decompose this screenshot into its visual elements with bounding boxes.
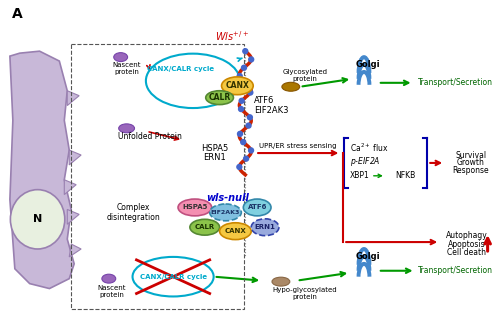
Text: EIF2AK3: EIF2AK3 [254,106,288,115]
Text: $p$-EIF2A: $p$-EIF2A [350,155,380,169]
Text: XBP1: XBP1 [350,171,370,180]
Circle shape [248,115,252,120]
Text: N: N [33,214,42,224]
Text: EIF2AK3: EIF2AK3 [211,210,240,215]
Text: Glycosylated
protein: Glycosylated protein [282,69,327,83]
Circle shape [246,123,251,128]
Text: Hypo-glycosylated
protein: Hypo-glycosylated protein [272,287,337,300]
Circle shape [237,164,242,169]
Polygon shape [64,180,76,195]
Text: CANX/CALR cycle: CANX/CALR cycle [140,274,206,280]
Text: Transport/Secretion: Transport/Secretion [418,266,492,275]
Circle shape [248,148,254,153]
Ellipse shape [282,82,300,91]
Text: Golgi: Golgi [356,252,380,261]
Text: Autophagy: Autophagy [446,231,488,240]
Ellipse shape [210,204,242,221]
Text: wls-null: wls-null [206,192,249,203]
Text: $Wls^{+/+}$: $Wls^{+/+}$ [216,29,250,43]
Text: CANX: CANX [226,81,250,90]
Text: ATF6: ATF6 [248,204,267,210]
Circle shape [242,65,246,70]
Text: Transport/Secretion: Transport/Secretion [418,78,492,87]
Text: CALR: CALR [194,224,215,230]
Ellipse shape [10,190,65,249]
Circle shape [238,131,242,136]
Polygon shape [69,150,81,165]
Circle shape [248,90,253,95]
Ellipse shape [118,124,134,133]
Ellipse shape [251,219,279,236]
Circle shape [248,57,254,62]
Text: ERN1: ERN1 [254,224,276,230]
Ellipse shape [190,219,220,235]
Circle shape [243,49,248,54]
Circle shape [244,156,248,161]
Text: ATF6: ATF6 [254,96,274,105]
Ellipse shape [178,199,212,216]
Ellipse shape [244,199,271,216]
Circle shape [246,82,250,87]
Text: UPR/ER stress sensing: UPR/ER stress sensing [259,143,336,149]
Circle shape [239,98,244,103]
Text: HSPA5: HSPA5 [201,144,228,152]
Ellipse shape [114,53,128,61]
Ellipse shape [220,223,251,240]
Circle shape [238,106,244,112]
Text: A: A [12,7,23,20]
Text: Complex
disintegration: Complex disintegration [106,203,160,222]
Text: Ca$^{2+}$ flux: Ca$^{2+}$ flux [350,142,389,154]
Polygon shape [10,51,74,289]
Circle shape [240,140,246,145]
Ellipse shape [222,77,253,95]
Text: Growth: Growth [457,158,484,168]
Text: ERN1: ERN1 [204,153,226,163]
Text: Nascent
protein: Nascent protein [112,62,141,76]
Ellipse shape [272,277,290,286]
Text: NFKB: NFKB [396,171,415,180]
Text: Response: Response [452,166,489,175]
Text: HSPA5: HSPA5 [182,204,208,210]
Text: Survival: Survival [455,151,486,159]
Text: CANX/CALR cycle: CANX/CALR cycle [148,66,214,72]
Polygon shape [68,209,79,224]
Text: Apoptosis: Apoptosis [448,239,486,249]
Text: Golgi: Golgi [356,60,380,69]
Ellipse shape [102,274,116,283]
Text: CANX: CANX [224,228,246,234]
Text: Cell death: Cell death [448,249,486,257]
Ellipse shape [206,91,234,105]
Text: Nascent
protein: Nascent protein [98,285,126,298]
Text: Unfolded Protein: Unfolded Protein [118,132,182,141]
Polygon shape [69,244,81,257]
Circle shape [237,73,242,78]
Text: CALR: CALR [208,93,231,102]
Polygon shape [68,91,79,106]
